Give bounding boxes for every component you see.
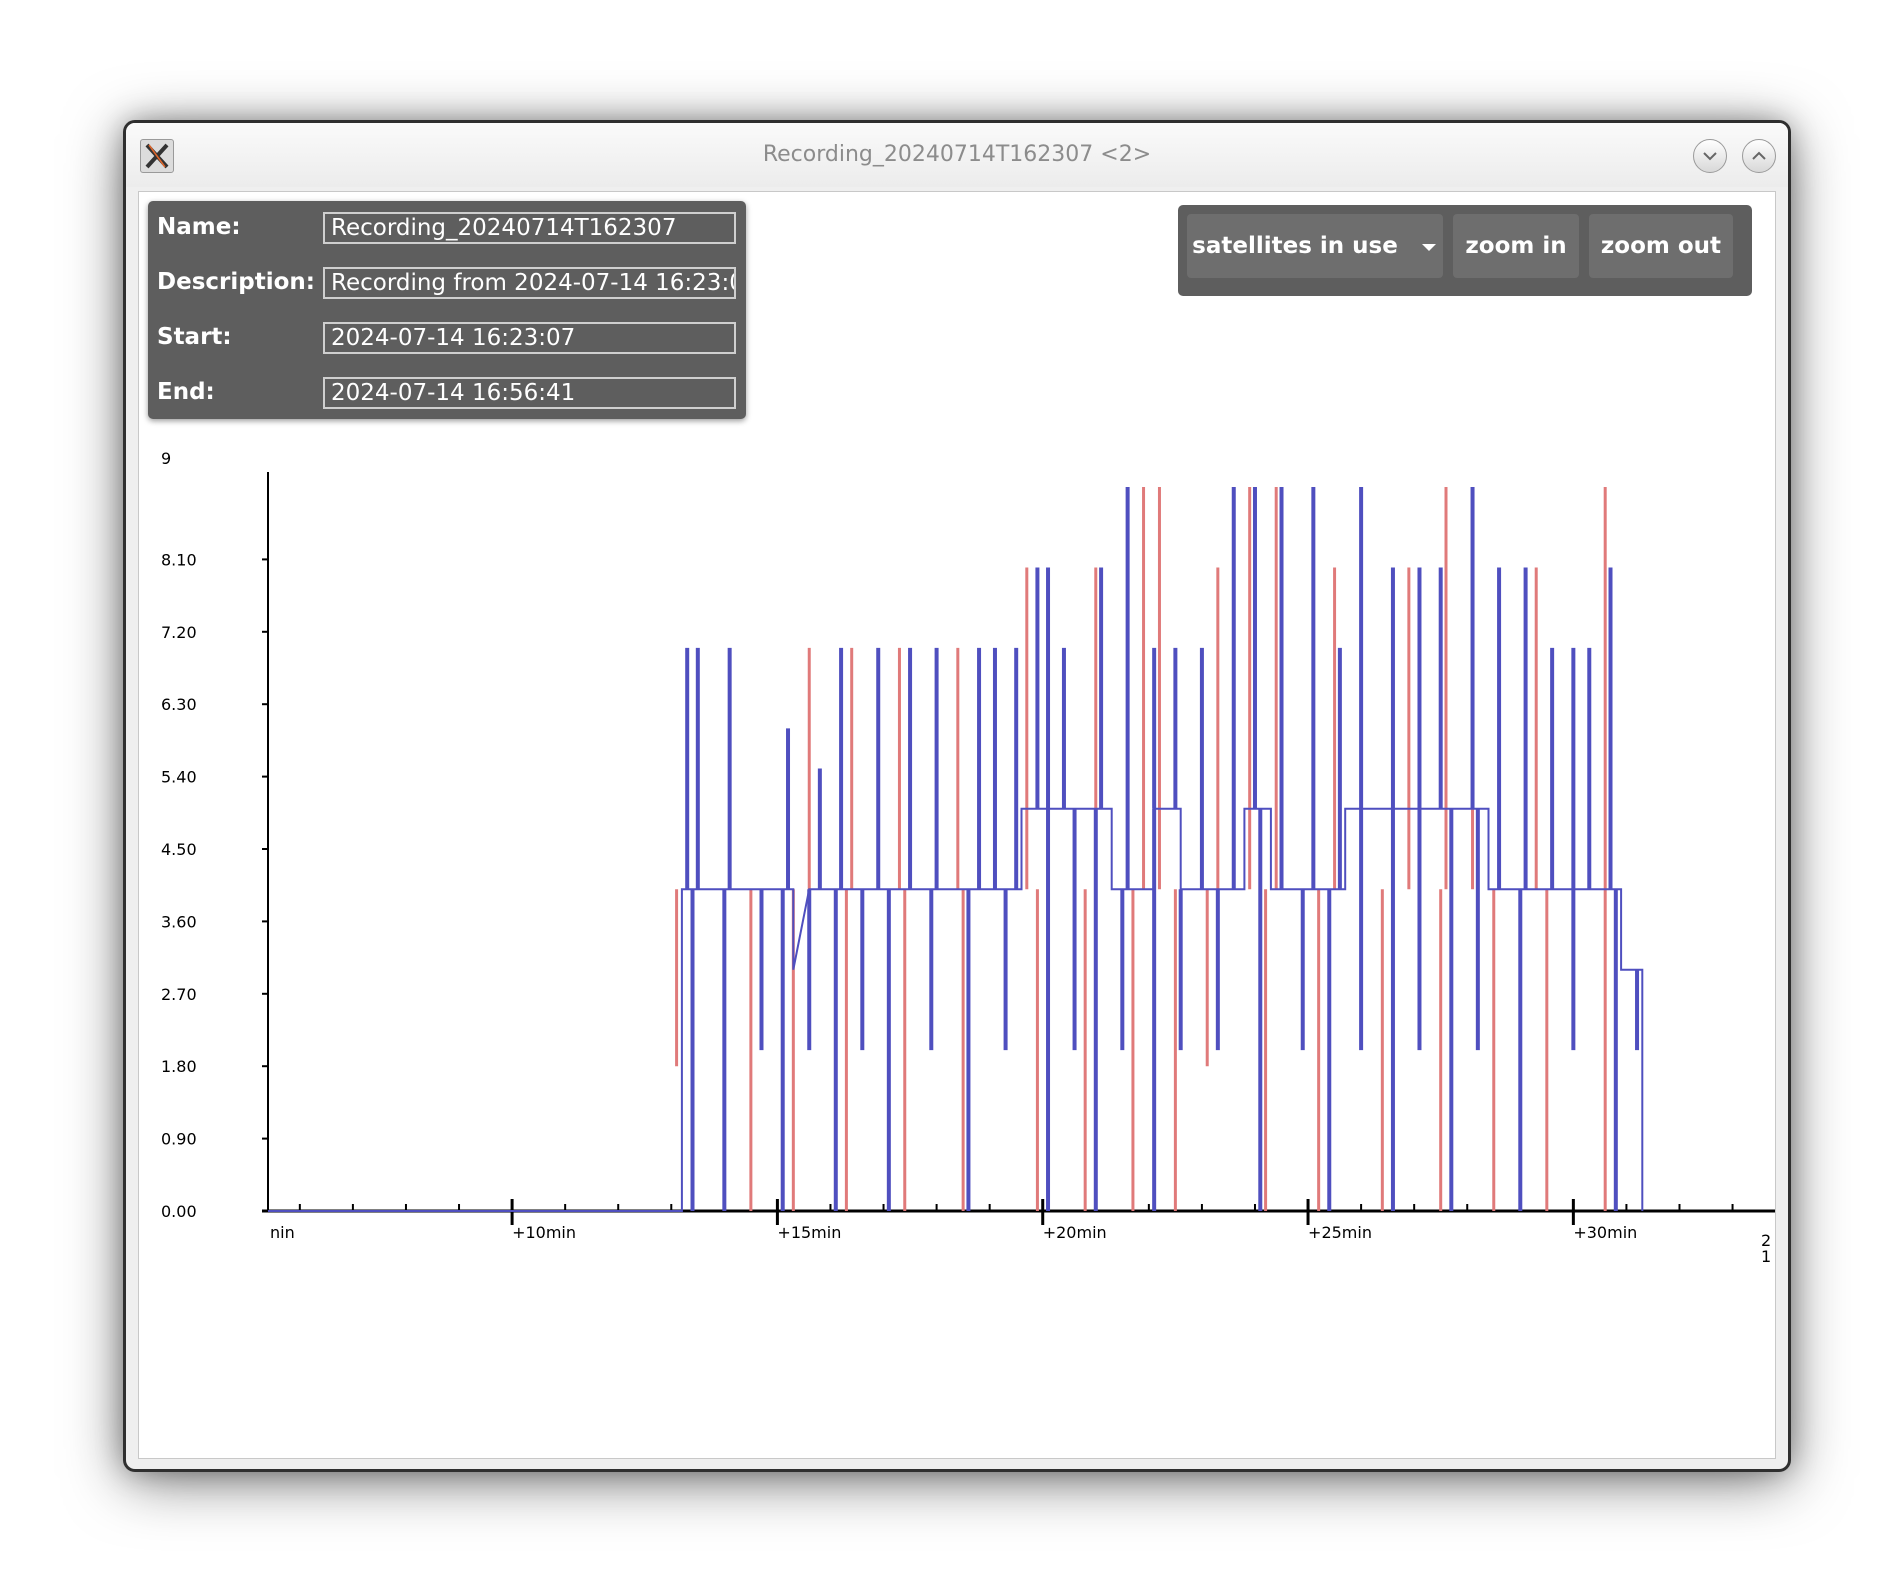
y-tick-label: 2.70 <box>161 985 197 1004</box>
end-label: End: <box>157 379 215 405</box>
series-dropdown[interactable]: satellites in use <box>1187 214 1443 278</box>
description-label: Description: <box>157 269 315 295</box>
series-dropdown-label: satellites in use <box>1192 233 1398 259</box>
y-tick-label: 8.10 <box>161 550 197 569</box>
start-label: Start: <box>157 324 232 350</box>
zoom-in-button[interactable]: zoom in <box>1453 214 1579 278</box>
recording-info-panel: Name: Recording_20240714T162307 Descript… <box>148 201 746 419</box>
x-tick-label: +20min <box>1043 1223 1107 1242</box>
chevron-down-icon <box>1421 244 1436 251</box>
y-tick-label: 7.20 <box>161 623 197 642</box>
x-tick-label: +15min <box>777 1223 841 1242</box>
series-a-line <box>268 807 1644 1212</box>
plot-area[interactable]: 0.00 0.90 1.80 2.70 3.60 4.50 5.40 6.30 7.20 8.10… <box>138 191 1776 1459</box>
window-title: Recording_20240714T162307 <2> <box>762 142 1152 167</box>
info-row-name: Name: Recording_20240714T162307 <box>148 207 746 247</box>
x-tick-label: +25min <box>1308 1223 1372 1242</box>
y-tick-label: 3.60 <box>161 912 197 931</box>
chart-toolbar: satellites in use zoom in zoom out <box>1178 205 1752 296</box>
x-logo-icon[interactable] <box>140 139 174 173</box>
zoom-out-button[interactable]: zoom out <box>1589 214 1733 278</box>
satellites-chart[interactable]: 0.00 0.90 1.80 2.70 3.60 4.50 5.40 6.30 7.20 8.10… <box>139 192 1775 1458</box>
end-field[interactable]: 2024-07-14 16:56:41 <box>323 377 736 409</box>
info-row-end: End: 2024-07-14 16:56:41 <box>148 372 746 412</box>
info-row-description: Description: Recording from 2024-07-14 1… <box>148 262 746 302</box>
y-tick-label: 0.00 <box>161 1202 197 1221</box>
x-tick-label: +10min <box>512 1223 576 1242</box>
name-field[interactable]: Recording_20240714T162307 <box>323 212 736 244</box>
x-edge-label-top: 2 <box>1761 1231 1771 1250</box>
start-field[interactable]: 2024-07-14 16:23:07 <box>323 322 736 354</box>
x-tick-label: nin <box>270 1223 295 1242</box>
description-field[interactable]: Recording from 2024-07-14 16:23:07 <box>323 267 736 299</box>
application-window: Recording_20240714T162307 <2> 0.00 0.90 1.… <box>126 123 1788 1469</box>
y-tick-label: 0.90 <box>161 1130 197 1149</box>
x-edge-label-bottom: 1 <box>1761 1247 1771 1266</box>
name-label: Name: <box>157 214 241 240</box>
y-tick-label: 6.30 <box>161 695 197 714</box>
x-tick-label: +30min <box>1573 1223 1637 1242</box>
info-row-start: Start: 2024-07-14 16:23:07 <box>148 317 746 357</box>
title-bar[interactable]: Recording_20240714T162307 <2> <box>126 123 1788 187</box>
y-tick-label: 4.50 <box>161 840 197 859</box>
y-tick-label: 5.40 <box>161 768 197 787</box>
y-tick-label: 9 <box>161 449 171 468</box>
y-tick-label: 1.80 <box>161 1057 197 1076</box>
maximize-icon[interactable] <box>1742 139 1776 173</box>
minimize-icon[interactable] <box>1693 139 1727 173</box>
